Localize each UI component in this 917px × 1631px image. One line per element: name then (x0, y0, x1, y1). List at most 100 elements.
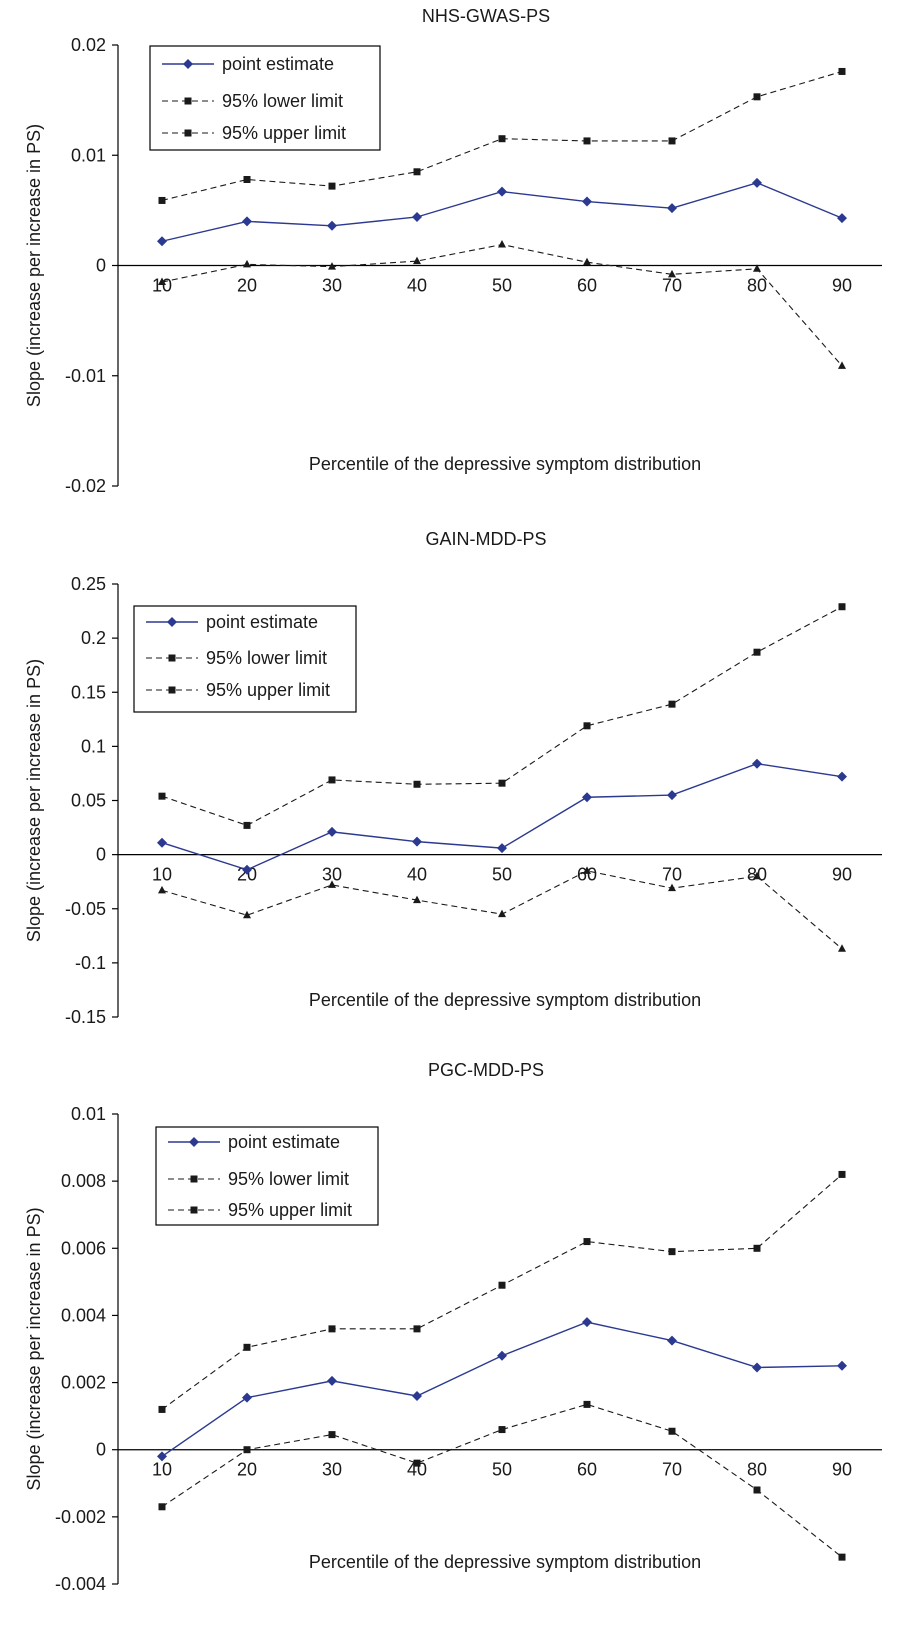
data-point (668, 137, 676, 145)
chart-title: GAIN-MDD-PS (426, 529, 547, 549)
data-point (158, 885, 166, 894)
data-point (838, 603, 846, 611)
y-tick-label: 0.01 (71, 145, 106, 165)
chart-panel-nhs-gwas-ps: NHS-GWAS-PS Slope (increase per increase… (24, 6, 882, 496)
y-tick-label: 0 (96, 1440, 106, 1460)
series-95-upper-limit (158, 67, 846, 204)
x-tick-label: 80 (747, 276, 767, 296)
data-point (497, 1350, 507, 1361)
x-tick-label: 90 (832, 865, 852, 885)
y-tick-label: 0 (96, 256, 106, 276)
data-point (838, 1553, 846, 1561)
data-point (838, 67, 846, 75)
data-point (412, 1391, 422, 1401)
data-point (667, 1335, 677, 1346)
x-tick-label: 60 (577, 1460, 597, 1480)
data-point (157, 837, 167, 848)
x-tick-label: 50 (492, 1460, 512, 1480)
data-point (838, 361, 846, 369)
x-axis-label: Percentile of the depressive symptom dis… (309, 1552, 701, 1572)
data-point (583, 1400, 591, 1408)
y-tick-label: -0.01 (65, 366, 106, 386)
data-point (412, 836, 422, 847)
x-tick-label: 70 (662, 276, 682, 296)
legend-item-lower-limit: 95% lower limit (162, 91, 343, 111)
y-axis-label: Slope (increase per increase in PS) (24, 124, 44, 407)
data-point (752, 177, 762, 188)
legend-swatch-marker (189, 1137, 199, 1147)
series-line (161, 243, 843, 367)
data-point (413, 895, 421, 904)
data-point (668, 1427, 676, 1435)
legend: point estimate 95% lower limit 95% upper… (149, 45, 381, 151)
data-point (583, 722, 591, 730)
data-point (158, 1405, 166, 1413)
data-point (837, 213, 847, 224)
series-line (161, 762, 843, 871)
chart-title: NHS-GWAS-PS (422, 6, 550, 26)
legend-label: point estimate (206, 612, 318, 632)
legend-item-point-estimate: point estimate (162, 54, 334, 74)
y-axis-label: Slope (increase per increase in PS) (24, 1207, 44, 1490)
legend-swatch-marker (168, 686, 176, 694)
data-point (328, 262, 336, 270)
data-point (412, 211, 422, 222)
data-point (753, 1486, 761, 1494)
y-tick-label: 0.02 (71, 35, 106, 55)
data-point (583, 257, 591, 266)
data-point (753, 1244, 761, 1252)
series-95-upper-limit (158, 603, 846, 829)
data-point (498, 1426, 506, 1434)
legend-swatch-marker (190, 1206, 198, 1214)
legend-item-point-estimate: point estimate (168, 1132, 340, 1152)
data-point (243, 259, 251, 268)
y-tick-label: 0.004 (61, 1305, 106, 1325)
y-tick-label: 0 (96, 845, 106, 865)
legend-item-lower-limit: 95% lower limit (168, 1169, 349, 1189)
data-point (667, 203, 677, 214)
x-tick-label: 30 (322, 276, 342, 296)
x-tick-label: 20 (237, 276, 257, 296)
data-point (668, 269, 676, 278)
data-point (243, 1343, 251, 1351)
data-point (498, 909, 506, 918)
data-point (583, 137, 591, 145)
data-point (582, 792, 592, 803)
series-point-estimate (157, 177, 847, 247)
x-tick-label: 40 (407, 1460, 427, 1480)
data-point (753, 264, 761, 272)
data-point (498, 135, 506, 143)
legend-label: point estimate (222, 54, 334, 74)
x-tick-label: 10 (152, 865, 172, 885)
series-point-estimate (157, 758, 847, 875)
chart-panel-pgc-mdd-ps: PGC-MDD-PS Slope (increase per increase … (24, 1060, 882, 1594)
y-tick-label: -0.1 (75, 953, 106, 973)
legend: point estimate 95% lower limit 95% upper… (133, 605, 357, 713)
data-point (837, 1360, 847, 1371)
x-tick-label: 30 (322, 865, 342, 885)
legend-swatch-marker (168, 654, 176, 662)
x-tick-label: 90 (832, 1460, 852, 1480)
data-point (242, 216, 252, 227)
series-95-lower-limit (158, 866, 846, 952)
legend-label: 95% lower limit (222, 91, 343, 111)
y-tick-label: 0.002 (61, 1373, 106, 1393)
y-axis-label: Slope (increase per increase in PS) (24, 659, 44, 942)
x-tick-label: 90 (832, 276, 852, 296)
data-point (158, 1503, 166, 1511)
data-point (752, 758, 762, 769)
legend-swatch-marker (184, 97, 192, 105)
legend-label: point estimate (228, 1132, 340, 1152)
legend-item-upper-limit: 95% upper limit (146, 680, 330, 700)
y-tick-group: 0.25 0.2 0.15 0.1 0.05 0 -0.05 -0.1 -0.15 (65, 574, 118, 1027)
legend-item-upper-limit: 95% upper limit (168, 1200, 352, 1220)
x-tick-label: 80 (747, 1460, 767, 1480)
legend-swatch-marker (167, 617, 177, 627)
data-point (752, 1362, 762, 1373)
data-point (242, 864, 252, 875)
x-tick-label: 30 (322, 1460, 342, 1480)
legend-label: 95% upper limit (206, 680, 330, 700)
y-tick-label: 0.1 (81, 736, 106, 756)
